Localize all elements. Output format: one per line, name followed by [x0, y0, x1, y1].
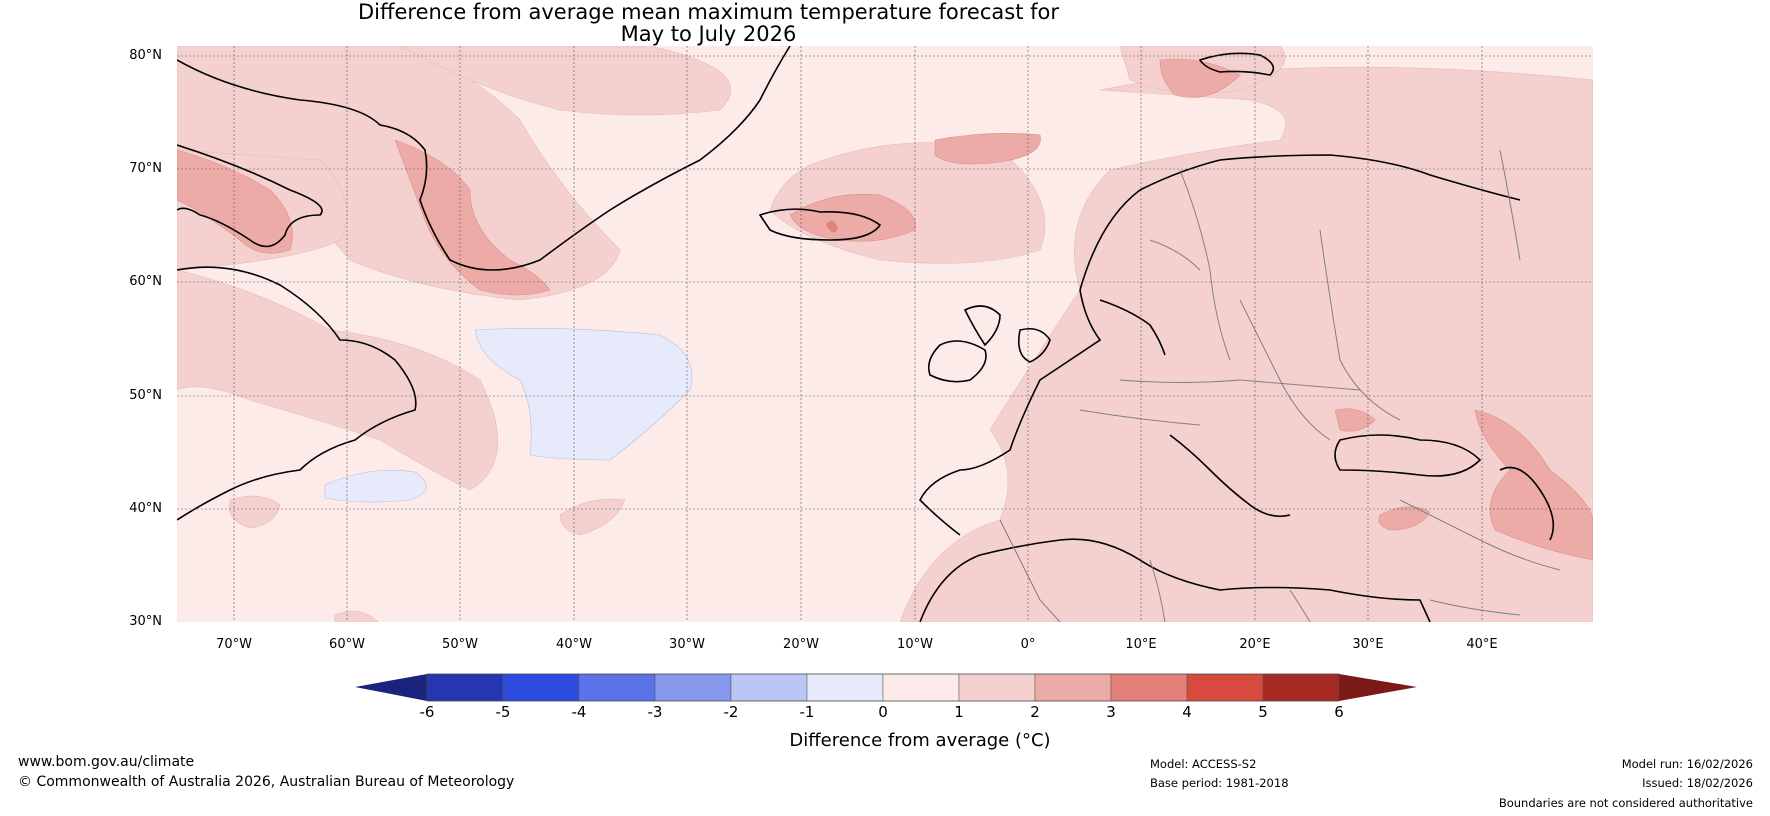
lat-label-60n: 60°N	[129, 274, 162, 289]
colorbar-tick: -5	[495, 703, 511, 721]
website-link[interactable]: www.bom.gov.au/climate	[18, 754, 195, 770]
colorbar-tick: -4	[571, 703, 587, 721]
lon-label-20w: 20°W	[783, 637, 819, 652]
colorbar-frame	[426, 673, 1340, 702]
lat-label-50n: 50°N	[129, 388, 162, 403]
colorbar-extend-low	[355, 674, 427, 701]
colorbar-segment	[578, 673, 656, 702]
lon-label-50w: 50°W	[442, 637, 478, 652]
graticule	[177, 46, 1593, 622]
lat-label-70n: 70°N	[129, 161, 162, 176]
lon-label-10e: 10°E	[1125, 637, 1157, 652]
colorbar-segment	[1110, 673, 1188, 702]
colorbar-segment	[1262, 673, 1340, 702]
colorbar-tick: -2	[723, 703, 739, 721]
colorbar-segment	[1034, 673, 1112, 702]
copyright-text: © Commonwealth of Australia 2026, Austra…	[18, 774, 515, 790]
colorbar-segment	[882, 673, 960, 702]
lon-label-30e: 30°E	[1352, 637, 1384, 652]
colorbar-tick: 5	[1258, 703, 1268, 721]
lon-label-60w: 60°W	[329, 637, 365, 652]
anomaly-neg1-to-0-regions	[324, 328, 693, 503]
model-text: Model: ACCESS-S2	[1150, 757, 1257, 771]
colorbar-tick: 0	[878, 703, 888, 721]
colorbar-tick: -6	[419, 703, 435, 721]
colorbar-segment	[654, 673, 732, 702]
lat-label-40n: 40°N	[129, 501, 162, 516]
lon-label-70w: 70°W	[216, 637, 252, 652]
lon-label-10w: 10°W	[897, 637, 933, 652]
model-run-text: Model run: 16/02/2026	[1621, 757, 1753, 771]
colorbar-segment	[958, 673, 1036, 702]
chart-title-line2: May to July 2026	[620, 22, 797, 46]
lon-label-0: 0°	[1020, 637, 1036, 652]
colorbar-tick: 2	[1030, 703, 1040, 721]
lon-label-40e: 40°E	[1466, 637, 1498, 652]
colorbar-tick: 3	[1106, 703, 1116, 721]
lon-label-30w: 30°W	[669, 637, 705, 652]
colorbar-tick: 4	[1182, 703, 1192, 721]
lon-label-20e: 20°E	[1239, 637, 1271, 652]
lon-label-40w: 40°W	[556, 637, 592, 652]
issued-text: Issued: 18/02/2026	[1642, 776, 1753, 790]
chart-title-line1: Difference from average mean maximum tem…	[358, 0, 1059, 24]
colorbar-tick: 6	[1334, 703, 1344, 721]
colorbar-segment	[1186, 673, 1264, 702]
disclaimer-text: Boundaries are not considered authoritat…	[1498, 796, 1753, 810]
colorbar-tick: 1	[954, 703, 964, 721]
base-period-text: Base period: 1981-2018	[1150, 776, 1289, 790]
colorbar-extend-high	[1339, 674, 1417, 701]
anomaly-3-to-4-region	[826, 220, 838, 233]
anomaly-2-to-3-regions	[177, 58, 1593, 561]
lat-label-30n: 30°N	[129, 614, 162, 629]
colorbar-segment	[730, 673, 808, 702]
lat-label-80n: 80°N	[129, 48, 162, 63]
colorbar-segment	[426, 673, 504, 702]
country-borders	[999, 149, 1561, 622]
coastlines	[177, 46, 1555, 622]
colorbar-tick: -3	[647, 703, 663, 721]
colorbar-segment	[806, 673, 884, 702]
colorbar-tick: -1	[799, 703, 815, 721]
colorbar-label: Difference from average (°C)	[789, 730, 1051, 751]
colorbar-segment	[502, 673, 580, 702]
